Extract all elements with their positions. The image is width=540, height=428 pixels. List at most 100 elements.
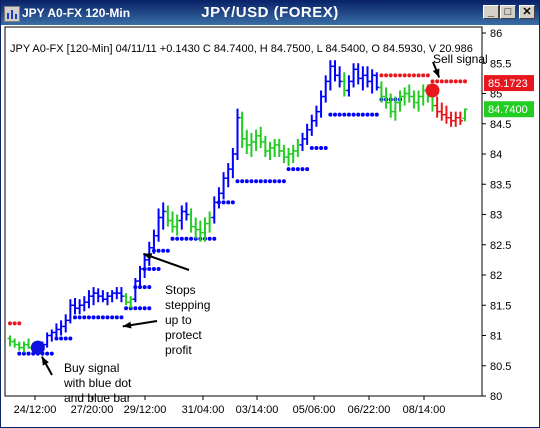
stop-dot — [147, 285, 152, 290]
stop-dot — [370, 112, 375, 117]
ohlc-bar — [193, 217, 199, 239]
stop-dot — [165, 248, 170, 253]
y-tick-label: 86 — [490, 28, 502, 40]
ohlc-bar — [132, 278, 138, 303]
x-tick-label: 05/06:00 — [293, 404, 336, 416]
ohlc-bar — [26, 338, 32, 349]
price-label-box — [484, 101, 534, 118]
close-button[interactable]: ✕ — [519, 5, 535, 19]
stop-dot — [110, 315, 115, 320]
ohlc-bar — [420, 84, 426, 106]
stop-dot — [184, 236, 189, 241]
stop-dot — [263, 179, 268, 184]
stop-dot — [309, 145, 314, 150]
ohlc-bar — [304, 123, 310, 145]
stop-dot — [161, 248, 166, 253]
ohlc-bar — [95, 288, 101, 303]
stop-dot — [114, 315, 119, 320]
title-bar[interactable]: JPY A0-FX 120-Min JPY/USD (FOREX) _ □ ✕ — [1, 1, 539, 25]
stop-dot — [124, 306, 129, 311]
annotation-arrow — [122, 320, 158, 329]
stop-dot — [384, 73, 389, 78]
x-tick-label: 03/14:00 — [236, 404, 279, 416]
ohlc-bar — [53, 323, 59, 339]
ohlc-bar — [286, 147, 292, 167]
buy-signal-dot — [30, 340, 45, 355]
ohlc-bar — [118, 287, 124, 303]
stop-dot — [360, 112, 365, 117]
stop-dot — [319, 145, 324, 150]
ohlc-bar — [170, 211, 175, 233]
stop-dot — [49, 351, 54, 356]
stop-dot — [421, 73, 426, 78]
y-tick-label: 81 — [490, 331, 502, 343]
annotation-text: Sell signal — [433, 52, 488, 66]
stop-dot — [346, 112, 351, 117]
y-tick-label: 80.5 — [490, 361, 511, 373]
ohlc-bar — [457, 111, 463, 125]
ohlc-bar — [309, 114, 315, 136]
sell-signal-dot — [425, 83, 440, 98]
ohlc-bar — [123, 293, 129, 306]
price-label: 84.7400 — [484, 101, 534, 118]
stop-dot — [407, 73, 412, 78]
stop-dot — [26, 351, 31, 356]
maximize-button[interactable]: □ — [500, 5, 516, 19]
ohlc-bar — [44, 332, 50, 348]
y-tick-label: 85 — [490, 89, 502, 101]
stop-dot — [425, 73, 430, 78]
ohlc-bar — [151, 229, 157, 254]
ohlc-bar — [332, 60, 338, 82]
stop-dot — [268, 179, 272, 184]
ohlc-bar — [300, 132, 305, 151]
ohlc-bar — [351, 63, 357, 88]
stop-dot — [379, 73, 384, 78]
stop-dot — [244, 179, 249, 184]
ohlc-bar — [207, 211, 213, 233]
stop-dot — [323, 145, 328, 150]
price-label-box — [484, 75, 534, 92]
stop-dot — [449, 79, 454, 84]
annotation-arrow — [143, 252, 190, 271]
ohlc-bar — [258, 126, 264, 148]
stop-dot — [147, 306, 152, 311]
ohlc-bar — [355, 63, 361, 85]
ohlc-bar — [365, 66, 370, 88]
stop-dot — [151, 266, 156, 271]
ohlc-bar — [142, 253, 148, 279]
stop-dot — [314, 145, 319, 150]
ohlc-bar — [439, 102, 445, 121]
stop-dot — [21, 351, 26, 356]
annotation-text: and blue bar — [64, 391, 131, 405]
ohlc-bar — [67, 299, 73, 324]
ohlc-bar — [183, 202, 189, 221]
x-tick-label: 06/22:00 — [348, 404, 391, 416]
stop-dot — [77, 315, 82, 320]
chart-app-icon[interactable] — [4, 6, 20, 22]
stop-dot — [351, 112, 356, 117]
plot-frame — [4, 26, 483, 397]
ohlc-bar — [406, 84, 412, 103]
ohlc-bar — [253, 129, 259, 151]
stop-dot — [142, 306, 147, 311]
ohlc-bar — [290, 144, 296, 164]
y-tick-label: 84.5 — [490, 119, 511, 131]
stop-dot — [286, 167, 291, 172]
ohlc-bar — [318, 90, 324, 118]
y-tick-label: 83.5 — [490, 179, 511, 191]
ohlc-bar — [81, 296, 87, 312]
x-tick-label: 29/12:00 — [124, 404, 167, 416]
minimize-button[interactable]: _ — [483, 5, 499, 19]
stop-dot — [86, 315, 91, 320]
stop-dot — [235, 179, 240, 184]
stop-dot — [416, 73, 421, 78]
ohlc-bar — [453, 111, 459, 127]
stop-dot — [59, 336, 64, 341]
ohlc-bar — [276, 138, 282, 158]
stop-dot — [356, 112, 361, 117]
arrow-head — [143, 253, 153, 260]
ohlc-bar — [448, 111, 454, 127]
price-label-text: 84.7400 — [488, 104, 528, 116]
ohlc-bar — [114, 287, 120, 300]
ohlc-bar — [100, 290, 106, 303]
